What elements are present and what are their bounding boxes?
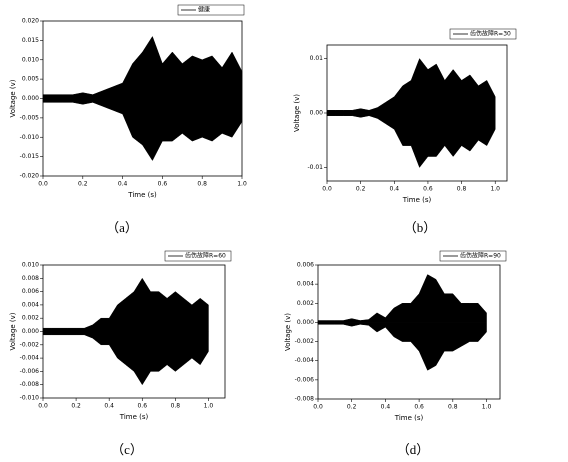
y-tick-label: -0.008 <box>295 396 315 403</box>
y-tick-label: 0.010 <box>22 262 39 269</box>
y-tick-label: -0.010 <box>20 134 40 141</box>
y-tick-label: -0.002 <box>20 341 40 348</box>
x-tick-label: 0.8 <box>197 181 207 188</box>
y-tick-label: -0.006 <box>20 368 40 375</box>
y-tick-label: 0.01 <box>310 55 324 62</box>
y-tick-label: -0.004 <box>295 357 315 364</box>
x-tick-label: 1.0 <box>237 181 247 188</box>
x-tick-label: 1.0 <box>490 186 500 193</box>
x-tick-label: 0.0 <box>38 181 48 188</box>
x-tick-label: 1.0 <box>482 404 492 411</box>
waveform <box>42 277 209 332</box>
x-tick-label: 0.6 <box>158 181 168 188</box>
x-axis-label: Time (s) <box>119 413 149 421</box>
y-tick-label: -0.010 <box>20 395 40 402</box>
y-axis-label: Voltage (v) <box>9 312 17 350</box>
y-axis-label: Voltage (v) <box>9 79 17 117</box>
caption: （b） <box>404 220 437 235</box>
legend-label: 齿伤故障R=60 <box>185 252 226 260</box>
y-axis-label: Voltage (v) <box>293 94 301 132</box>
x-tick-label: 0.4 <box>104 403 114 410</box>
y-tick-label: -0.004 <box>20 355 40 362</box>
legend-box <box>164 250 232 262</box>
x-tick-label: 0.0 <box>313 404 323 411</box>
legend-box <box>439 250 507 262</box>
x-tick-label: 0.4 <box>381 404 391 411</box>
x-tick-label: 0.6 <box>423 186 433 193</box>
x-tick-label: 0.8 <box>171 403 181 410</box>
y-tick-label: 0.004 <box>297 281 314 288</box>
x-tick-label: 0.2 <box>71 403 81 410</box>
legend-label: 齿伤故障R=30 <box>470 30 511 38</box>
caption: （c） <box>111 442 143 457</box>
waveform <box>42 98 243 162</box>
legend-box <box>449 28 517 40</box>
caption: （a） <box>106 220 138 235</box>
y-tick-label: -0.002 <box>295 338 315 345</box>
x-tick-label: 0.4 <box>390 186 400 193</box>
y-tick-label: 0.020 <box>22 18 39 25</box>
legend-label: 齿伤故障R=90 <box>460 252 501 260</box>
waveform <box>317 322 487 371</box>
x-tick-label: 0.6 <box>414 404 424 411</box>
y-tick-label: 0.000 <box>22 95 39 102</box>
y-tick-label: 0.00 <box>310 110 324 117</box>
y-tick-label: 0.005 <box>22 76 39 83</box>
x-axis-label: Time (s) <box>394 414 424 422</box>
y-tick-label: 0.010 <box>22 56 39 63</box>
y-tick-label: -0.005 <box>20 114 40 121</box>
y-tick-label: -0.01 <box>307 164 323 171</box>
caption: （d） <box>397 442 430 457</box>
y-tick-label: -0.015 <box>20 153 40 160</box>
waveform <box>317 274 487 323</box>
y-tick-label: 0.006 <box>22 288 39 295</box>
y-tick-label: 0.004 <box>22 301 39 308</box>
y-tick-label: -0.006 <box>295 376 315 383</box>
y-tick-label: 0.002 <box>297 300 314 307</box>
y-tick-label: 0.015 <box>22 37 39 44</box>
waveform <box>326 58 496 114</box>
x-tick-label: 0.8 <box>457 186 467 193</box>
legend-label: 健康 <box>198 6 210 14</box>
waveform <box>42 331 209 386</box>
y-axis-label: Voltage (v) <box>284 313 292 351</box>
x-tick-label: 0.8 <box>448 404 458 411</box>
y-tick-label: 0.000 <box>297 319 314 326</box>
y-tick-label: -0.020 <box>20 173 40 180</box>
x-tick-label: 0.2 <box>356 186 366 193</box>
x-tick-label: 0.0 <box>322 186 332 193</box>
y-tick-label: -0.008 <box>20 381 40 388</box>
y-tick-label: 0.002 <box>22 315 39 322</box>
x-tick-label: 0.6 <box>137 403 147 410</box>
y-tick-label: 0.008 <box>22 275 39 282</box>
plot-frame <box>317 264 501 400</box>
x-axis-label: Time (s) <box>402 196 432 204</box>
legend-box <box>177 4 245 16</box>
x-tick-label: 0.2 <box>347 404 357 411</box>
x-axis-label: Time (s) <box>127 191 157 199</box>
x-tick-label: 0.4 <box>118 181 128 188</box>
x-tick-label: 1.0 <box>204 403 214 410</box>
waveform <box>42 35 243 99</box>
y-tick-label: 0.006 <box>297 262 314 269</box>
x-tick-label: 0.2 <box>78 181 88 188</box>
y-tick-label: 0.000 <box>22 328 39 335</box>
x-tick-label: 0.0 <box>38 403 48 410</box>
waveform <box>326 112 496 168</box>
